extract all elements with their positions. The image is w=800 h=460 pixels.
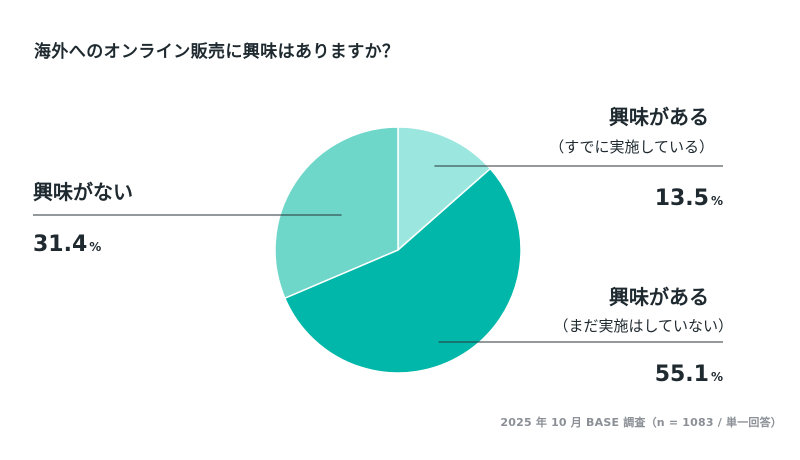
slice-value-unit-not-interested: % <box>89 240 101 254</box>
pie-slice-interested-done <box>397 126 492 252</box>
slice-value-unit-interested-done: % <box>711 194 723 208</box>
pie-slice-not-interested <box>274 126 399 300</box>
source-note: 2025 年 10 月 BASE 調査（n = 1083 / 単一回答） <box>500 416 782 429</box>
slice-value-interested-not-done: 55.1% <box>655 362 723 387</box>
pie-slice-interested-not-done <box>283 167 522 374</box>
slice-value-unit-interested-not-done: % <box>711 370 723 384</box>
slice-label-sub-interested-done: （すでに実施している） <box>549 138 714 156</box>
slice-label-main-not-interested: 興味がない <box>33 180 133 204</box>
slice-value-interested-done: 13.5% <box>655 186 723 211</box>
label-group-interested-done: 興味がある （すでに実施している） 13.5% <box>549 105 723 211</box>
pie-slices <box>274 126 522 374</box>
slice-value-number-interested-done: 13.5 <box>655 186 709 211</box>
slice-label-sub-interested-not-done: （まだ実施はしていない） <box>553 317 733 335</box>
chart-title: 海外へのオンライン販売に興味はありますか？ <box>34 42 400 62</box>
slice-value-not-interested: 31.4% <box>33 232 101 257</box>
label-group-interested-not-done: 興味がある （まだ実施はしていない） 55.1% <box>553 285 733 387</box>
label-group-not-interested: 興味がない 31.4% <box>33 180 133 257</box>
leader-lines <box>33 165 723 343</box>
slice-value-number-interested-not-done: 55.1 <box>655 362 709 387</box>
slice-label-main-interested-not-done: 興味がある <box>609 285 709 309</box>
slice-label-main-interested-done: 興味がある <box>609 105 709 129</box>
slice-value-number-not-interested: 31.4 <box>33 232 87 257</box>
